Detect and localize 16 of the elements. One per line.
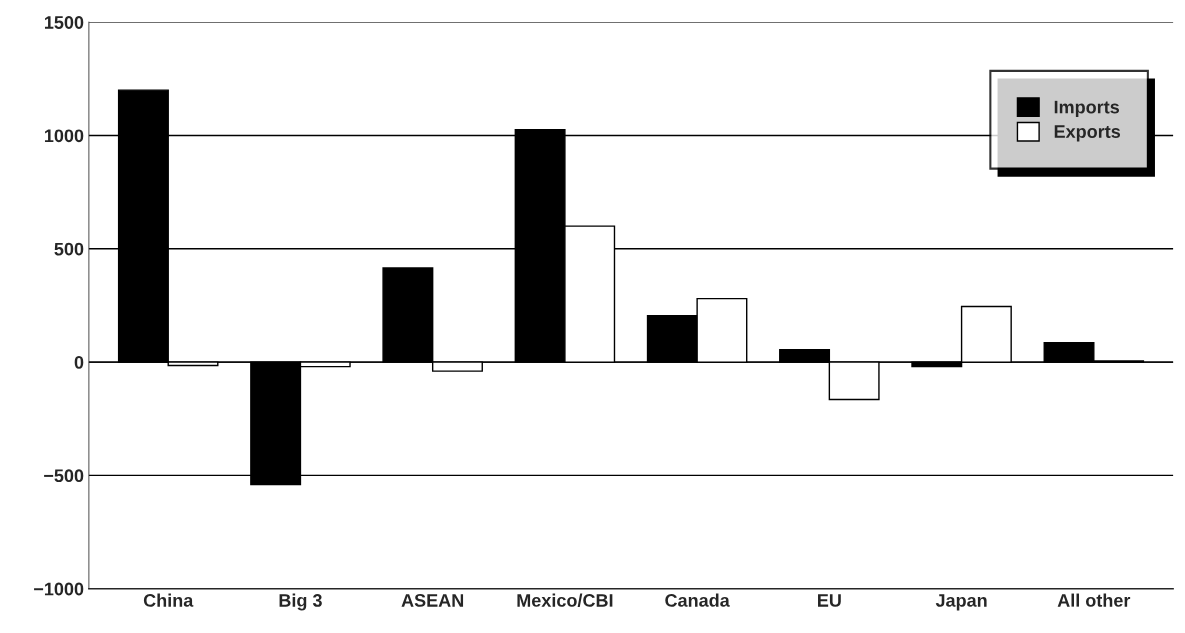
x-tick-label: China xyxy=(143,593,194,607)
x-tick-label: EU xyxy=(818,594,841,607)
x-tick-label: Big 3 xyxy=(279,593,322,611)
y-tick-label: −1000 xyxy=(34,582,84,596)
y-tick-label: 1500 xyxy=(44,16,84,29)
y-tick-label: 0 xyxy=(74,356,84,369)
legend-label: Imports xyxy=(1054,100,1120,118)
y-tick-label: 500 xyxy=(54,242,84,256)
x-tick-label: Japan xyxy=(935,594,987,611)
y-tick-label: 1000 xyxy=(44,129,84,143)
x-tick-label: Canada xyxy=(665,593,730,607)
x-tick-label: Mexico/CBI xyxy=(517,593,613,607)
legend-label: Exports xyxy=(1054,125,1121,142)
y-tick-label: −500 xyxy=(44,469,84,483)
x-tick-label: ASEAN xyxy=(401,594,464,607)
x-tick-label: All other xyxy=(1057,593,1131,607)
